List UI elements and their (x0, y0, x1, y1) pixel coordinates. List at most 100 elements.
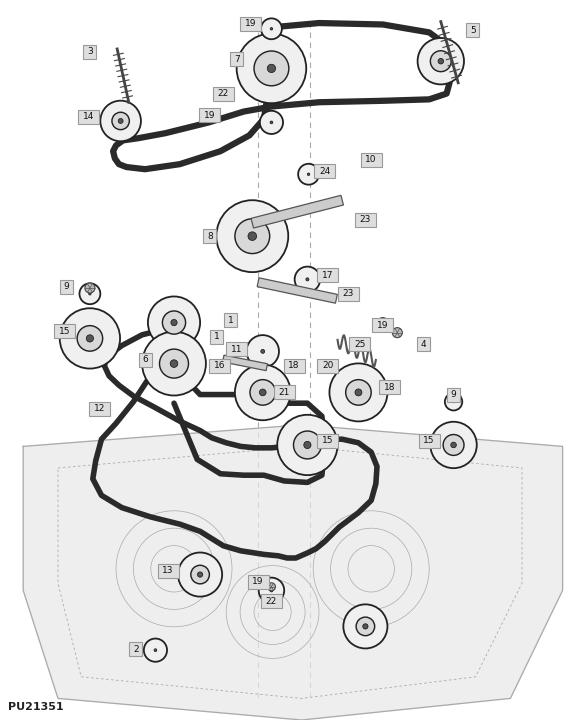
Text: 19: 19 (245, 19, 256, 28)
Circle shape (162, 311, 186, 334)
Circle shape (100, 101, 141, 141)
FancyBboxPatch shape (447, 387, 460, 402)
FancyBboxPatch shape (55, 324, 75, 338)
Circle shape (306, 278, 309, 281)
Circle shape (267, 64, 275, 73)
Circle shape (220, 89, 228, 98)
Text: 22: 22 (218, 89, 229, 98)
Circle shape (197, 572, 203, 577)
Text: 16: 16 (213, 361, 225, 370)
Circle shape (295, 266, 320, 292)
FancyBboxPatch shape (200, 108, 220, 122)
FancyBboxPatch shape (158, 564, 179, 578)
Text: 17: 17 (322, 271, 334, 279)
Circle shape (261, 349, 264, 354)
Text: 11: 11 (231, 345, 242, 354)
Circle shape (270, 589, 273, 592)
Circle shape (86, 335, 93, 342)
FancyBboxPatch shape (355, 212, 376, 227)
Circle shape (270, 27, 273, 30)
Circle shape (160, 349, 188, 378)
Circle shape (343, 604, 387, 649)
Circle shape (304, 441, 311, 449)
Text: 25: 25 (354, 340, 365, 348)
Circle shape (89, 292, 91, 295)
FancyBboxPatch shape (240, 17, 261, 31)
Circle shape (260, 111, 283, 134)
FancyBboxPatch shape (338, 287, 358, 301)
FancyBboxPatch shape (466, 23, 479, 37)
FancyBboxPatch shape (284, 359, 304, 373)
Circle shape (259, 577, 284, 603)
Text: 8: 8 (207, 232, 213, 240)
Circle shape (356, 617, 375, 636)
FancyBboxPatch shape (419, 433, 440, 448)
FancyBboxPatch shape (129, 642, 142, 657)
Polygon shape (257, 278, 338, 303)
Circle shape (259, 389, 266, 396)
FancyBboxPatch shape (317, 359, 338, 373)
Circle shape (85, 283, 95, 293)
Text: 3: 3 (87, 48, 93, 56)
FancyBboxPatch shape (224, 313, 237, 328)
Text: 1: 1 (228, 316, 234, 325)
Circle shape (154, 649, 157, 652)
Circle shape (248, 232, 256, 240)
Circle shape (144, 639, 167, 662)
Text: 5: 5 (470, 26, 476, 35)
FancyBboxPatch shape (84, 45, 96, 59)
Circle shape (118, 119, 123, 123)
Circle shape (430, 422, 477, 468)
Text: 19: 19 (204, 111, 216, 120)
Text: 9: 9 (64, 282, 70, 291)
Text: 12: 12 (94, 405, 106, 413)
Text: 13: 13 (162, 567, 174, 575)
Circle shape (355, 389, 362, 396)
Circle shape (142, 332, 206, 395)
Text: 15: 15 (423, 436, 435, 445)
Circle shape (392, 328, 403, 338)
Circle shape (77, 325, 103, 351)
FancyBboxPatch shape (261, 594, 282, 608)
Circle shape (329, 364, 387, 421)
Text: 15: 15 (59, 327, 71, 336)
Circle shape (171, 320, 177, 325)
FancyBboxPatch shape (317, 268, 338, 282)
FancyBboxPatch shape (417, 337, 430, 351)
Text: 7: 7 (234, 55, 240, 63)
Text: 1: 1 (213, 333, 219, 341)
Text: 10: 10 (365, 156, 377, 164)
FancyBboxPatch shape (372, 318, 393, 333)
Circle shape (430, 50, 451, 72)
FancyBboxPatch shape (213, 86, 234, 101)
Circle shape (237, 34, 306, 103)
Polygon shape (23, 425, 563, 720)
Circle shape (246, 335, 279, 368)
FancyBboxPatch shape (89, 402, 110, 416)
Circle shape (346, 379, 371, 405)
Circle shape (438, 58, 444, 64)
Polygon shape (223, 355, 267, 371)
Text: 9: 9 (451, 390, 456, 399)
Circle shape (79, 283, 100, 304)
Circle shape (235, 219, 270, 253)
Circle shape (216, 200, 288, 272)
Circle shape (307, 173, 310, 176)
Circle shape (191, 565, 209, 584)
Text: 23: 23 (360, 215, 371, 224)
Circle shape (112, 112, 129, 130)
Circle shape (452, 401, 455, 402)
Circle shape (277, 415, 338, 475)
Text: 24: 24 (319, 167, 331, 176)
Circle shape (170, 360, 178, 367)
Text: PU21351: PU21351 (8, 702, 64, 712)
Circle shape (298, 163, 319, 185)
FancyBboxPatch shape (204, 229, 216, 243)
Circle shape (267, 582, 275, 591)
Text: 6: 6 (142, 356, 148, 364)
Circle shape (60, 308, 120, 369)
Circle shape (293, 431, 321, 459)
Text: 14: 14 (82, 112, 94, 121)
Text: 18: 18 (384, 383, 396, 392)
Text: 2: 2 (133, 645, 139, 654)
